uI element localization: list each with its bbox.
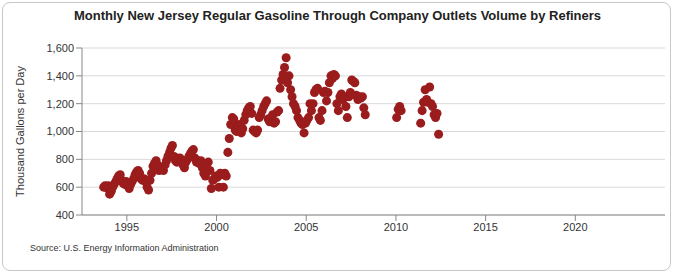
svg-text:600: 600	[56, 181, 74, 193]
svg-text:2010: 2010	[384, 221, 408, 233]
svg-text:1995: 1995	[115, 221, 139, 233]
svg-text:1,000: 1,000	[46, 125, 74, 137]
svg-text:Thousand Gallons per Day: Thousand Gallons per Day	[14, 66, 26, 197]
svg-text:2020: 2020	[563, 221, 587, 233]
svg-text:800: 800	[56, 153, 74, 165]
svg-text:2000: 2000	[204, 221, 228, 233]
svg-text:2005: 2005	[294, 221, 318, 233]
svg-text:2015: 2015	[473, 221, 497, 233]
svg-text:1,200: 1,200	[46, 98, 74, 110]
svg-text:1,600: 1,600	[46, 42, 74, 54]
html-text:Monthly New Jersey Regular Gas: Monthly New Jersey Regular Gasoline Thro…	[74, 8, 601, 23]
html-text:Source: U.S. Energy Informatio: Source: U.S. Energy Information Administ…	[30, 243, 219, 253]
svg-text:1,400: 1,400	[46, 70, 74, 82]
svg-text:400: 400	[56, 209, 74, 221]
